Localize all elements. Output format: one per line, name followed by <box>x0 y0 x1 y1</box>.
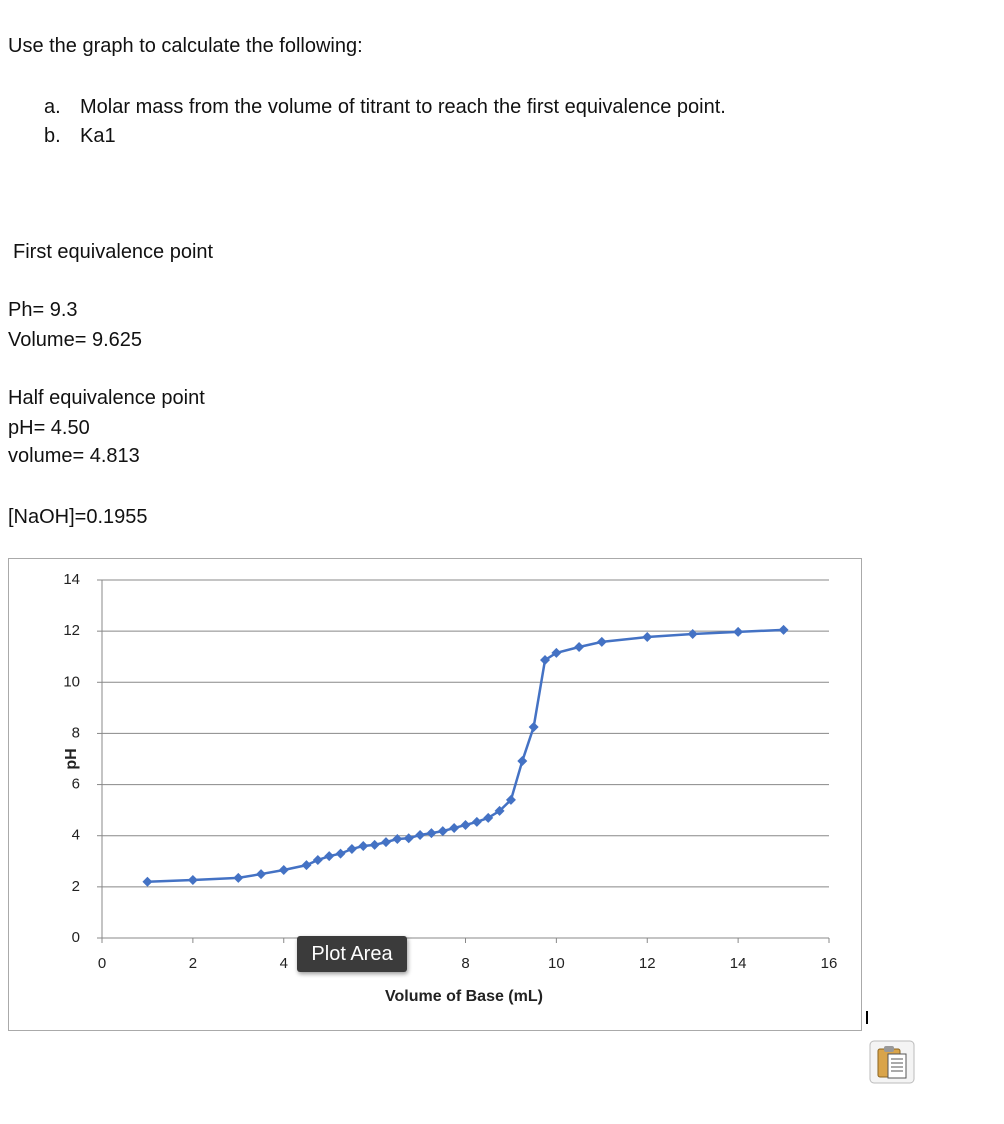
y-tick-label: 14 <box>63 571 80 588</box>
data-point <box>551 647 562 658</box>
data-point <box>471 816 482 827</box>
data-point <box>142 876 153 887</box>
data-point <box>505 794 516 805</box>
heading: First equivalence point <box>13 241 214 263</box>
data-point <box>517 756 528 767</box>
data-point <box>369 839 380 850</box>
data-point <box>733 626 744 637</box>
data-point <box>483 812 494 823</box>
x-axis-label: Volume of Base (mL) <box>385 988 543 1005</box>
x-tick-label: 8 <box>461 955 469 972</box>
y-tick-label: 10 <box>63 673 80 690</box>
list-item: Ka1 <box>80 125 116 147</box>
chart[interactable]: Volume of Base (mL) pH 02468101214024681… <box>8 558 863 1032</box>
data-point <box>642 632 653 643</box>
data-point <box>324 851 335 862</box>
data-point <box>460 819 471 830</box>
data-point <box>312 855 323 866</box>
cursor <box>866 1011 868 1024</box>
x-tick-label: 16 <box>821 955 838 972</box>
y-tick-label: 0 <box>72 929 80 946</box>
paste-icon[interactable] <box>869 1040 915 1084</box>
title: Use the graph to calculate the following… <box>8 35 363 57</box>
list-marker: a. <box>44 96 61 118</box>
chart-frame <box>8 558 862 1031</box>
list-marker: b. <box>44 125 61 147</box>
data-point <box>392 834 403 845</box>
data-point <box>437 826 448 837</box>
data-point <box>574 641 585 652</box>
tooltip: Plot Area <box>297 936 407 972</box>
data-point <box>233 872 244 883</box>
data-point <box>380 837 391 848</box>
note: volume= 4.813 <box>8 445 140 467</box>
data-point <box>358 840 369 851</box>
y-axis-label: pH <box>63 748 80 769</box>
note: [NaOH]=0.1955 <box>8 506 148 528</box>
data-point <box>687 628 698 639</box>
note: pH= 4.50 <box>8 417 90 439</box>
x-tick-label: 10 <box>548 955 565 972</box>
y-tick-label: 4 <box>72 827 80 844</box>
x-tick-label: 4 <box>280 955 288 972</box>
data-point <box>301 860 312 871</box>
x-tick-label: 12 <box>639 955 656 972</box>
data-point <box>256 869 267 880</box>
y-tick-label: 6 <box>72 776 80 793</box>
data-point <box>346 844 357 855</box>
y-tick-label: 12 <box>63 622 80 639</box>
data-point <box>278 864 289 875</box>
heading: Half equivalence point <box>8 387 205 409</box>
x-tick-label: 2 <box>189 955 197 972</box>
y-tick-label: 8 <box>72 724 80 741</box>
data-point <box>426 828 437 839</box>
data-point <box>494 805 505 816</box>
note: Ph= 9.3 <box>8 299 78 321</box>
data-point <box>187 874 198 885</box>
data-point <box>403 833 414 844</box>
note: Volume= 9.625 <box>8 329 142 351</box>
data-point <box>449 823 460 834</box>
data-point <box>528 722 539 733</box>
data-point <box>596 636 607 647</box>
data-point <box>778 624 789 635</box>
y-tick-label: 2 <box>72 878 80 895</box>
list-item: Molar mass from the volume of titrant to… <box>80 96 726 118</box>
series-line <box>147 628 784 883</box>
x-tick-label: 0 <box>98 955 106 972</box>
data-point <box>415 829 426 840</box>
data-point <box>335 848 346 859</box>
data-point <box>540 655 551 666</box>
x-tick-label: 14 <box>730 955 747 972</box>
